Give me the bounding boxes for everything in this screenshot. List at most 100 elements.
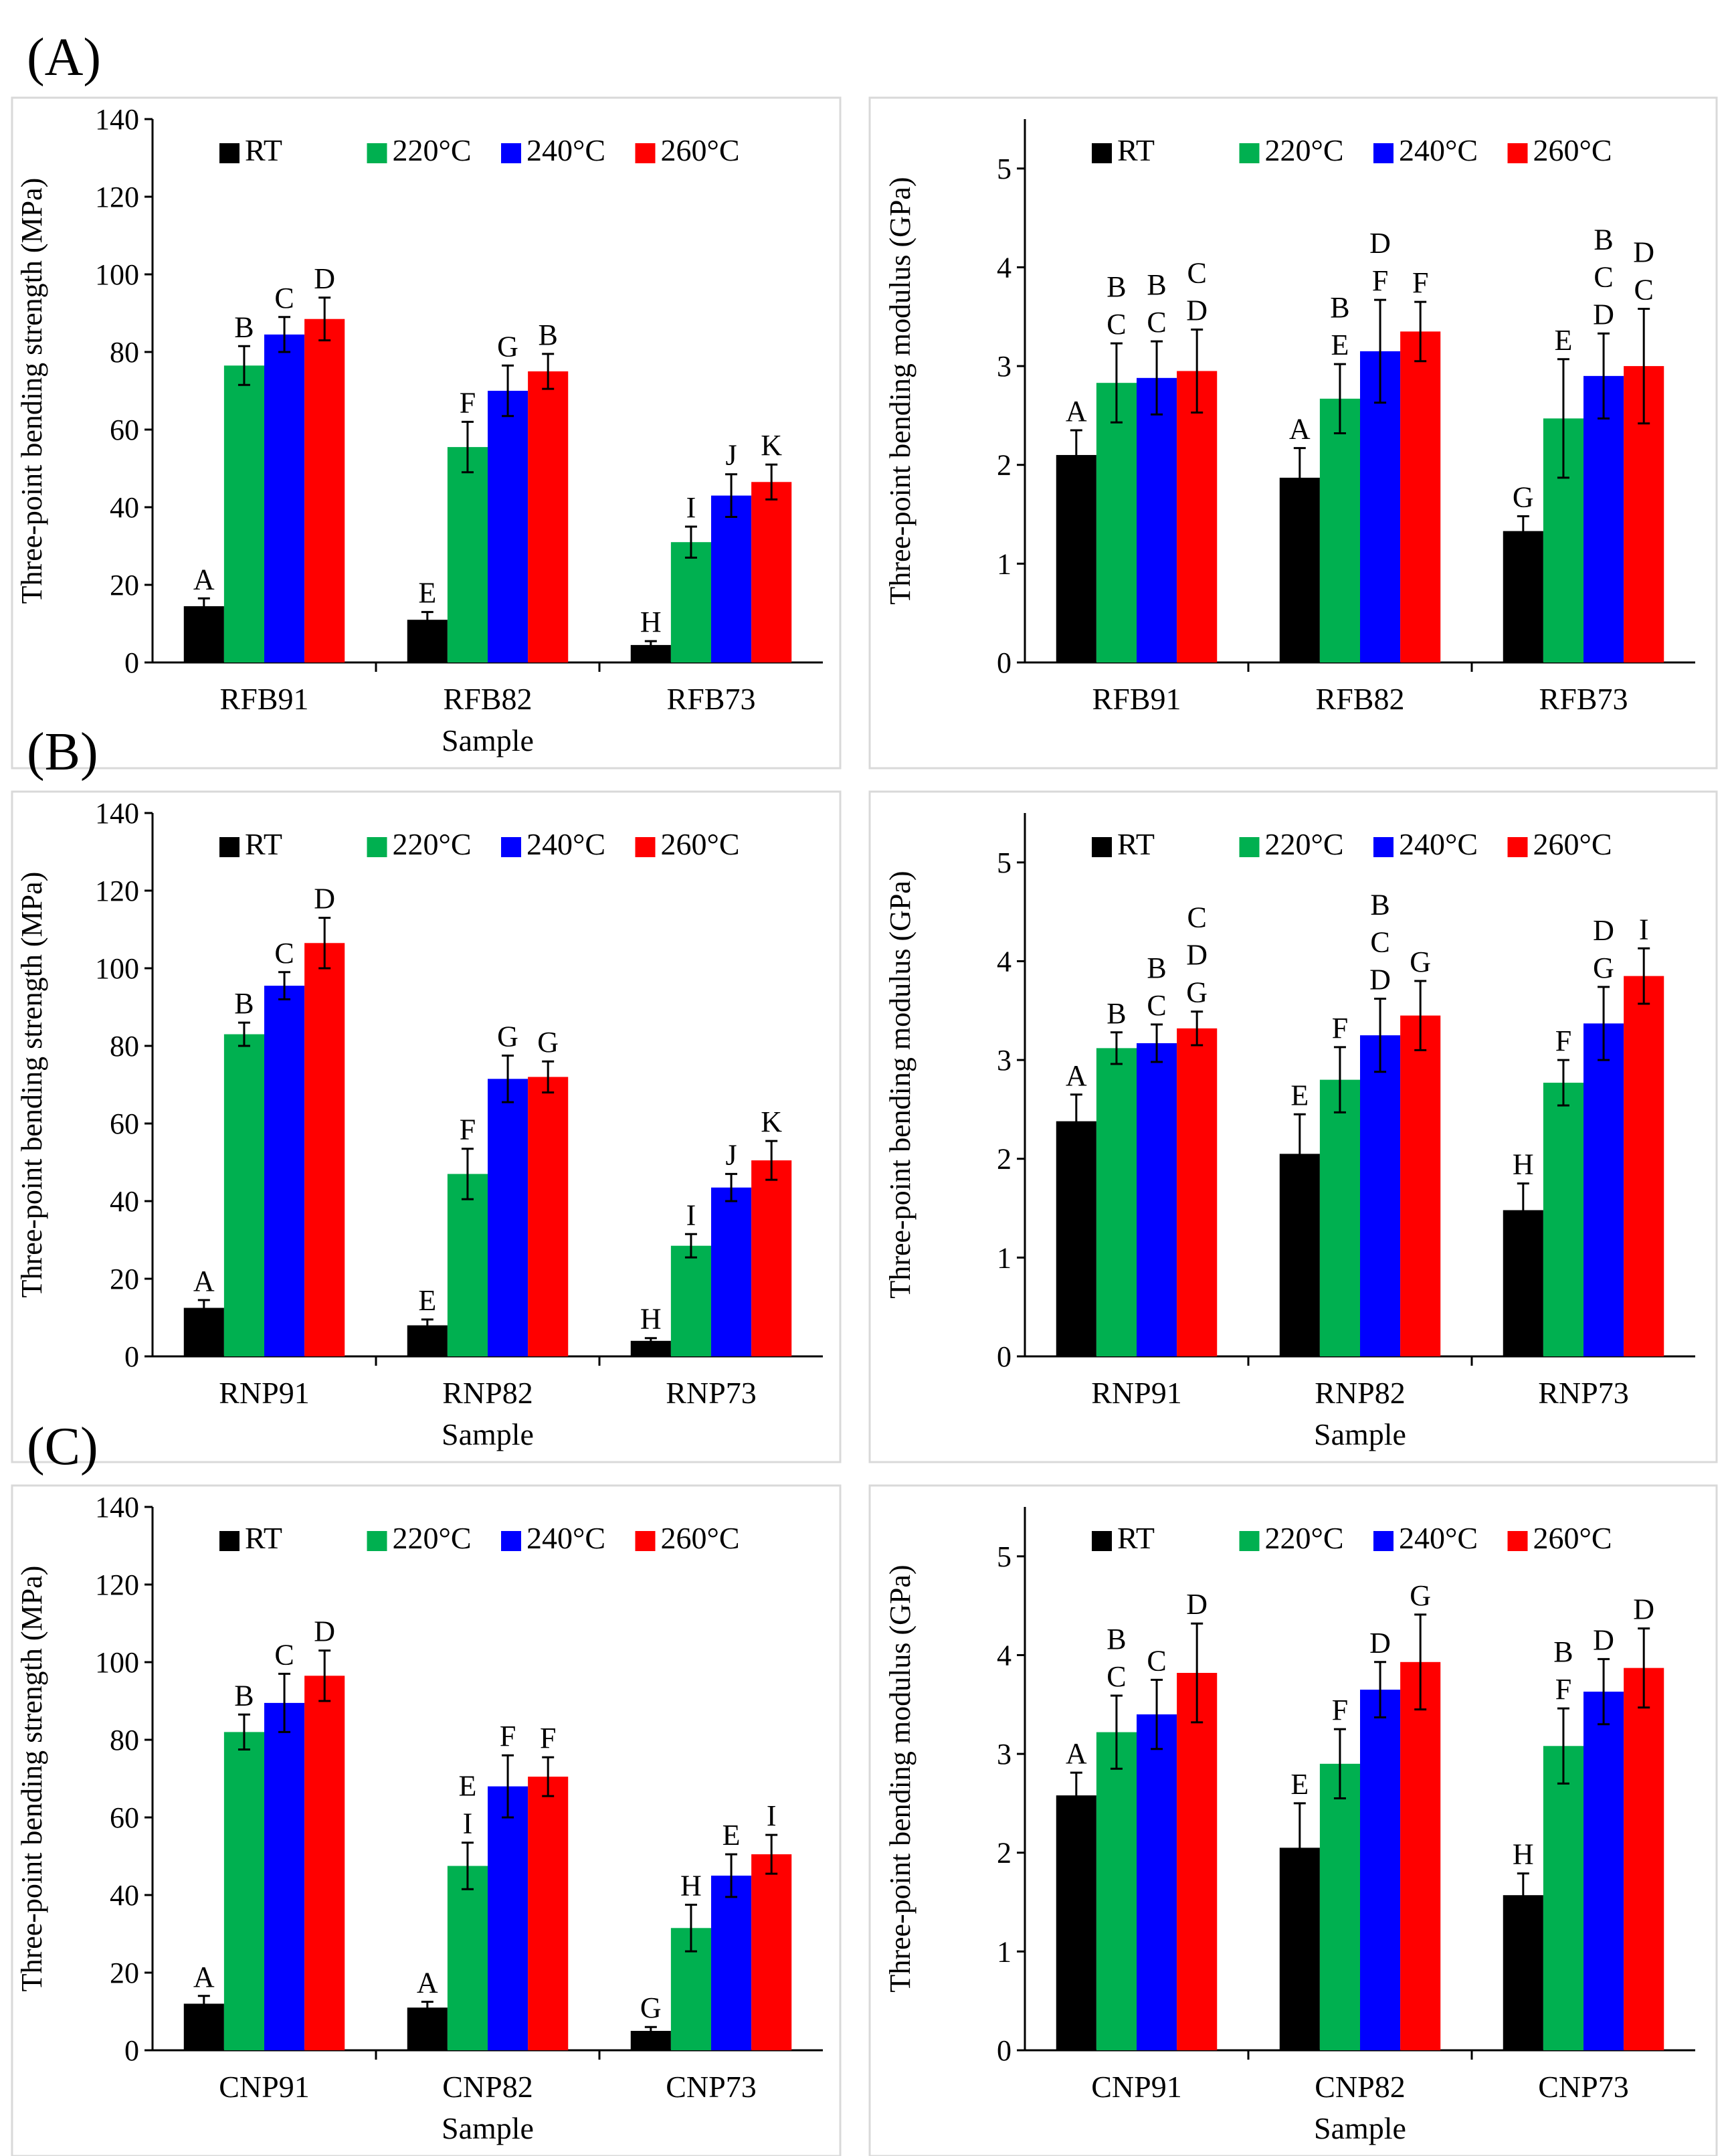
significance-letter: H (640, 606, 662, 638)
x-axis-label: Sample (1314, 2111, 1406, 2145)
significance-letter: C (1634, 273, 1654, 306)
y-tick-label: 0 (124, 646, 139, 679)
significance-letter: A (1289, 413, 1311, 446)
significance-letter: B (234, 310, 254, 343)
significance-letter: G (1410, 946, 1431, 978)
legend-swatch (501, 837, 521, 857)
significance-letter: F (1412, 266, 1428, 299)
bar-240°C-RFB91 (264, 334, 305, 662)
significance-letter: E (1290, 1768, 1309, 1801)
bar-260°C-CNP73 (751, 1854, 792, 2050)
significance-letter: H (1513, 1838, 1534, 1871)
legend-swatch (367, 143, 387, 163)
legend-label: 260°C (661, 133, 740, 167)
x-tick-label: RNP91 (219, 1376, 309, 1410)
y-tick-label: 1 (997, 547, 1012, 580)
y-tick-label: 60 (110, 1107, 139, 1140)
legend-swatch (219, 1531, 239, 1551)
legend-swatch (1092, 837, 1112, 857)
bar-260°C-RFB82 (1400, 331, 1441, 662)
y-tick-label: 120 (95, 1568, 139, 1601)
y-axis-label: Three-point bending strength (MPa) (15, 872, 48, 1298)
legend-label: 260°C (1533, 133, 1612, 167)
y-tick-label: 0 (997, 1340, 1012, 1373)
significance-letter: D (1186, 294, 1208, 327)
chart-frame (11, 96, 842, 770)
y-tick-label: 3 (997, 1738, 1012, 1771)
y-tick-label: 4 (997, 251, 1012, 284)
legend-swatch (1092, 1531, 1112, 1551)
legend-label: 240°C (526, 827, 605, 861)
significance-letter: C (1107, 1660, 1126, 1693)
significance-letter: A (193, 563, 215, 596)
y-tick-label: 1 (997, 1935, 1012, 1968)
y-tick-label: 60 (110, 414, 139, 446)
legend-label: 260°C (661, 827, 740, 861)
significance-letter: F (540, 1722, 556, 1755)
x-tick-label: RFB73 (667, 682, 756, 716)
legend-label: 260°C (1533, 827, 1612, 861)
significance-letter: C (1187, 901, 1207, 934)
legend-swatch (367, 1531, 387, 1551)
x-tick-label: CNP82 (1315, 2070, 1405, 2104)
significance-letter: G (1410, 1579, 1431, 1612)
chart-frame (868, 790, 1718, 1463)
y-tick-label: 80 (110, 336, 139, 369)
bar-240°C-CNP91 (264, 1702, 305, 2050)
legend-label: 260°C (1533, 1521, 1612, 1555)
legend-swatch (367, 837, 387, 857)
significance-letter: F (1332, 1694, 1348, 1726)
legend-label: RT (245, 827, 282, 861)
y-tick-label: 40 (110, 1185, 139, 1218)
bar-260°C-RNP82 (1400, 1015, 1441, 1356)
x-tick-label: RNP73 (1538, 1376, 1628, 1410)
significance-letter: B (1594, 223, 1613, 256)
bar-RT-RNP91 (1056, 1121, 1096, 1356)
bar-RT-CNP91 (1056, 1795, 1096, 2050)
y-tick-label: 40 (110, 1879, 139, 1912)
legend-swatch (501, 143, 521, 163)
significance-letter: E (1331, 329, 1349, 361)
significance-letter: B (1370, 889, 1389, 921)
significance-letter: C (1187, 256, 1207, 289)
legend-label: 240°C (1399, 827, 1478, 861)
legend-label: 260°C (661, 1521, 740, 1555)
bar-RT-RNP73 (630, 1340, 671, 1356)
panel-label: (C) (27, 1417, 98, 1476)
significance-letter: D (1369, 1627, 1391, 1659)
y-axis-label: Three-point bending modulus (GPa) (884, 871, 917, 1298)
y-tick-label: 4 (997, 945, 1012, 978)
x-tick-label: RNP91 (1091, 1376, 1181, 1410)
significance-letter: C (274, 937, 294, 970)
y-axis-label: Three-point bending modulus (GPa) (884, 1564, 917, 1992)
significance-letter: E (1290, 1079, 1309, 1111)
panel-label: (B) (27, 723, 98, 782)
bar-240°C-RFB82 (488, 391, 528, 662)
legend-swatch (1239, 143, 1260, 163)
y-tick-label: 20 (110, 1957, 139, 1989)
significance-letter: A (1066, 1737, 1087, 1770)
y-tick-label: 140 (95, 1491, 139, 1524)
y-tick-label: 80 (110, 1030, 139, 1063)
legend-swatch (635, 837, 656, 857)
bar-220°C-CNP91 (223, 1732, 264, 2050)
bar-220°C-CNP82 (1319, 1763, 1360, 2050)
x-tick-label: RNP73 (666, 1376, 756, 1410)
legend-label: RT (245, 1521, 282, 1555)
bar-240°C-RNP73 (1583, 1023, 1624, 1356)
significance-letter: J (725, 1138, 737, 1171)
legend-swatch (635, 143, 656, 163)
significance-letter: D (1186, 939, 1208, 972)
y-axis-label: Three-point bending strength (MPa) (15, 178, 48, 604)
legend-swatch (219, 837, 239, 857)
significance-letter: F (500, 1720, 516, 1753)
bar-220°C-RNP73 (670, 1245, 711, 1356)
bar-260°C-CNP91 (1177, 1673, 1218, 2050)
x-tick-label: RFB82 (1316, 682, 1405, 716)
significance-letter: D (1633, 236, 1654, 268)
significance-letter: E (458, 1770, 476, 1803)
bar-220°C-CNP91 (1096, 1732, 1137, 2050)
bar-240°C-CNP82 (488, 1786, 528, 2050)
